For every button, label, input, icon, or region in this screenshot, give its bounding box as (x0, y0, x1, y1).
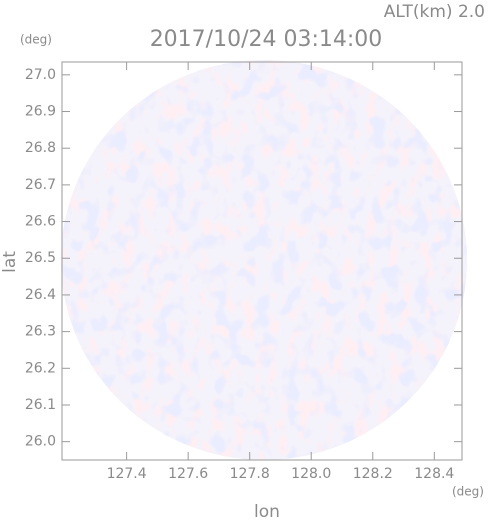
y-tick-label: 26.8 (25, 140, 56, 156)
x-tick-label: 127.4 (107, 466, 147, 482)
x-unit: (deg) (452, 485, 484, 499)
x-axis-label: lon (254, 502, 280, 521)
y-tick-label: 26.7 (25, 177, 56, 193)
y-tick-label: 27.0 (25, 67, 56, 83)
y-tick-label: 26.9 (25, 104, 56, 120)
y-tick-label: 26.0 (25, 434, 56, 450)
y-tick-label: 26.3 (25, 324, 56, 340)
x-tick-label: 128.0 (291, 466, 331, 482)
radar-image (61, 60, 467, 460)
x-tick-label: 127.6 (168, 466, 208, 482)
altitude: ALT(km) 2.0 (384, 2, 485, 22)
chart-title: 2017/10/24 03:14:00 (150, 27, 383, 52)
plot-frame (61, 61, 463, 461)
x-tick-label: 128.4 (414, 466, 454, 482)
y-tick-label: 26.6 (25, 214, 56, 230)
y-tick-label: 26.1 (25, 397, 56, 413)
y-tick-label: 26.4 (25, 287, 56, 303)
y-unit: (deg) (20, 33, 52, 47)
x-tick-label: 128.2 (353, 466, 393, 482)
y-tick-label: 26.2 (25, 360, 56, 376)
x-tick-label: 127.8 (230, 466, 270, 482)
y-axis-label: lat (0, 251, 20, 273)
y-tick-label: 26.5 (25, 250, 56, 266)
